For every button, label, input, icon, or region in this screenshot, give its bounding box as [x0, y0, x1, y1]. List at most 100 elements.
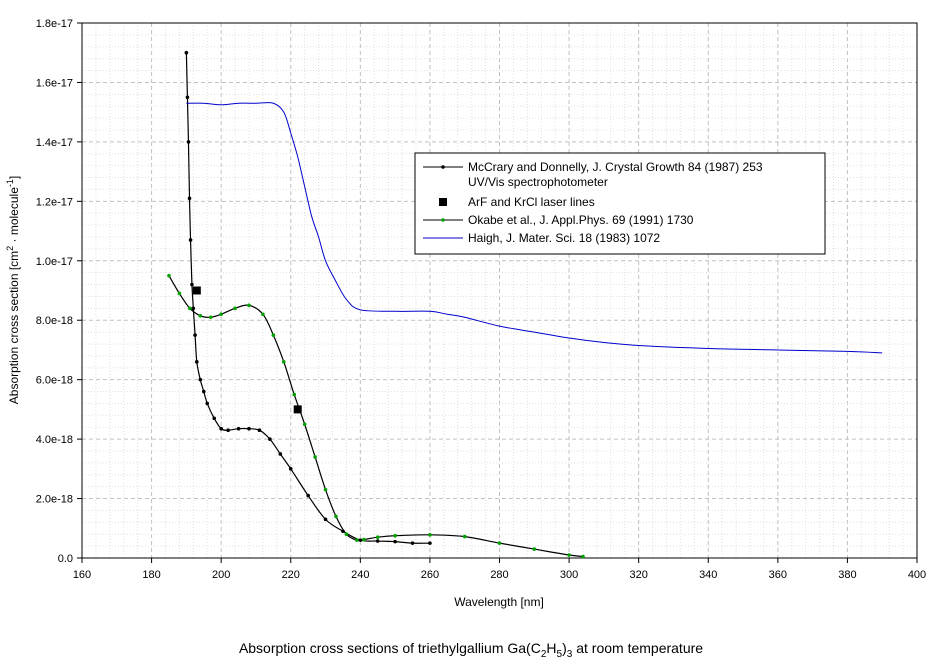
data-point — [219, 312, 223, 317]
data-point — [167, 273, 171, 278]
series-3 — [186, 102, 883, 354]
data-point-square — [293, 405, 302, 414]
y-tick-label: 1.2e-17 — [36, 196, 73, 208]
data-point — [410, 541, 415, 545]
data-point — [567, 553, 571, 557]
data-point — [532, 547, 537, 551]
y-axis-label: Absorption cross section [cm2 · molecule… — [5, 176, 21, 404]
x-tick-label: 380 — [838, 569, 856, 581]
legend-label: McCrary and Donnelly, J. Crystal Growth … — [468, 160, 763, 174]
legend-dot — [441, 218, 445, 222]
x-axis-label: Wavelength [nm] — [454, 595, 544, 609]
data-point — [323, 487, 328, 492]
y-tick-label: 1.0e-17 — [36, 256, 73, 268]
legend: McCrary and Donnelly, J. Crystal Growth … — [414, 152, 826, 255]
data-point — [428, 533, 432, 537]
series-1 — [192, 286, 302, 414]
data-point — [355, 538, 359, 542]
data-point — [186, 140, 191, 144]
series-line — [185, 52, 430, 544]
y-tick-label: 1.6e-17 — [36, 77, 73, 89]
y-tick-label: 4.0e-18 — [36, 434, 73, 446]
series-line — [168, 275, 584, 558]
data-point — [247, 303, 251, 308]
caption-part: Absorption cross sections of triethylgal… — [238, 640, 541, 656]
legend-marker-square — [439, 198, 447, 206]
data-point — [271, 333, 276, 337]
x-axis-ticks: 160 180 200 220 240 260 280 300 320 340 360 380 400 — [73, 558, 926, 581]
data-point — [313, 455, 317, 459]
data-point — [393, 539, 397, 544]
y-tick-label: 2.0e-18 — [36, 494, 73, 506]
data-point — [212, 416, 217, 421]
x-tick-label: 220 — [282, 569, 300, 581]
caption-sub: 5 — [556, 648, 563, 660]
data-point — [375, 539, 380, 543]
data-point — [344, 532, 349, 537]
caption-part: ) — [562, 640, 567, 656]
data-point — [188, 306, 192, 311]
caption-sub: 2 — [540, 648, 547, 660]
data-point — [205, 401, 210, 406]
data-point — [581, 554, 585, 559]
data-point — [219, 426, 223, 431]
data-point — [201, 389, 206, 394]
data-point — [261, 312, 265, 317]
data-point — [375, 535, 380, 539]
x-tick-label: 200 — [212, 569, 230, 581]
data-point — [247, 426, 251, 431]
data-point — [208, 315, 213, 320]
x-tick-label: 360 — [769, 569, 787, 581]
series-line — [186, 102, 883, 354]
x-tick-label: 260 — [421, 569, 439, 581]
data-point — [302, 422, 307, 427]
data-point — [190, 282, 194, 287]
data-point — [191, 306, 196, 311]
caption-sub: 3 — [566, 648, 573, 660]
legend-label: Haigh, J. Mater. Sci. 18 (1983) 1072 — [468, 231, 660, 245]
data-point — [323, 517, 328, 522]
series-layer — [167, 50, 883, 559]
y-tick-label: 1.4e-17 — [36, 137, 73, 149]
data-point — [462, 534, 467, 539]
x-tick-label: 320 — [629, 569, 647, 581]
data-point — [236, 426, 241, 431]
data-point — [198, 313, 203, 318]
x-tick-label: 240 — [351, 569, 369, 581]
data-point — [193, 333, 197, 337]
y-axis-ticks: 0.0 2.0e-18 4.0e-18 6.0e-18 8.0e-18 1.0e-17 1.… — [36, 18, 82, 565]
y-tick-label: 6.0e-18 — [36, 375, 73, 387]
data-point — [428, 541, 432, 545]
data-point — [288, 467, 293, 471]
data-point — [306, 493, 310, 498]
data-point — [187, 196, 192, 201]
data-point — [233, 306, 237, 311]
legend-label: ArF and KrCl laser lines — [468, 195, 595, 209]
y-tick-label: 0.0 — [58, 553, 73, 565]
x-tick-label: 300 — [560, 569, 578, 581]
legend-label: Okabe et al., J. Appl.Phys. 69 (1991) 17… — [468, 213, 694, 227]
y-tick-label: 8.0e-18 — [36, 315, 73, 327]
series-2 — [167, 273, 585, 559]
caption-part: at room temperature — [572, 640, 704, 656]
data-point-square — [192, 286, 201, 295]
x-tick-label: 400 — [908, 569, 926, 581]
x-tick-label: 280 — [490, 569, 508, 581]
data-point — [393, 533, 397, 538]
data-point — [292, 392, 297, 397]
data-point — [278, 452, 283, 456]
x-tick-label: 160 — [73, 569, 91, 581]
data-point — [198, 377, 203, 382]
x-tick-label: 180 — [142, 569, 160, 581]
data-point — [188, 238, 193, 242]
data-point — [184, 50, 189, 55]
figure-caption: Absorption cross sections of triethylgal… — [0, 640, 942, 660]
caption-part: H — [546, 640, 557, 656]
legend-dot — [441, 165, 445, 169]
data-point — [362, 537, 366, 542]
data-point — [268, 437, 272, 441]
data-point — [177, 291, 182, 296]
legend-box — [414, 152, 826, 255]
data-point — [281, 360, 286, 364]
